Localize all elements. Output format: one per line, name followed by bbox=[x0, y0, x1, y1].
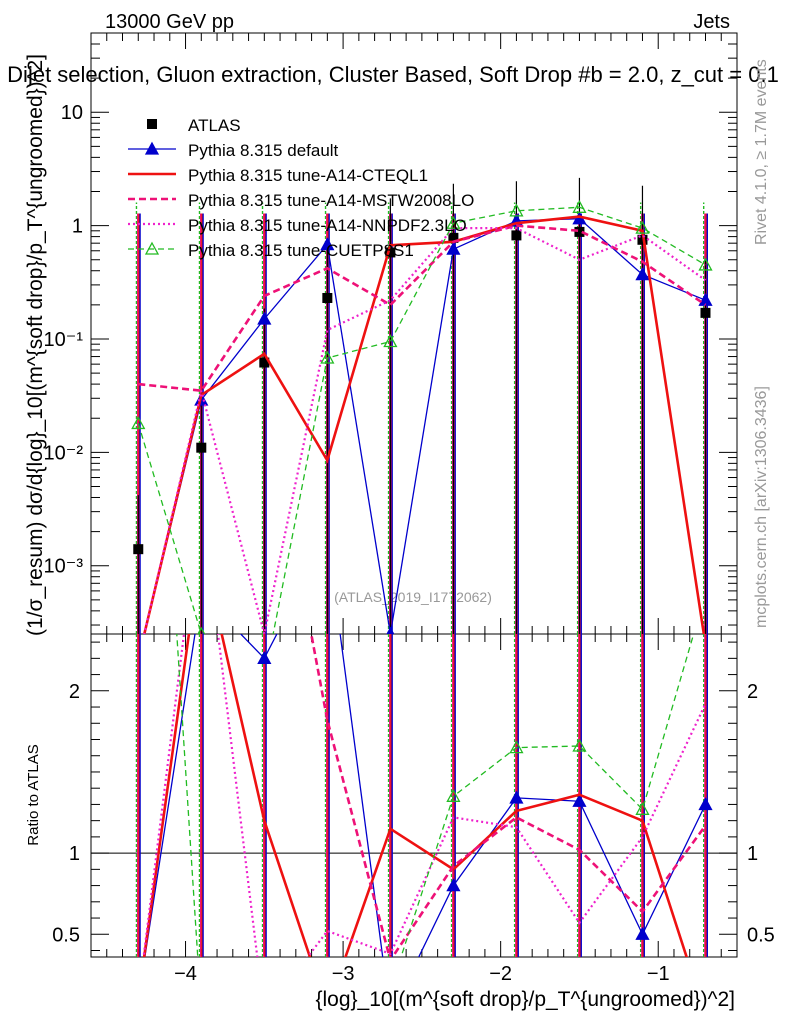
legend-label-pythia-8-315-tune-a14-mstw2008lo: Pythia 8.315 tune-A14-MSTW2008LO bbox=[188, 191, 474, 210]
ratio-panel-frame bbox=[90, 633, 738, 958]
atlas-data-point bbox=[259, 357, 270, 368]
marker-pythia-8-315-default bbox=[635, 267, 650, 281]
marker-pythia-8-315-default bbox=[446, 241, 461, 255]
x-tick-label: −2 bbox=[489, 963, 512, 985]
ratio-marker-pythia-8-315-tune-cuetp8s1 bbox=[572, 738, 587, 752]
x-tick-label: −3 bbox=[332, 963, 355, 985]
ratio-marker-pythia-8-315-default bbox=[446, 878, 461, 892]
ratio-marker-pythia-8-315-tune-cuetp8s1 bbox=[446, 788, 461, 802]
marker-pythia-8-315-tune-cuetp8s1 bbox=[698, 257, 713, 271]
main-series bbox=[131, 177, 713, 634]
atlas-data-point bbox=[322, 292, 333, 303]
ratio-line-pythia-8-315-default bbox=[144, 634, 707, 957]
ratio-line-pythia-8-315-tune-cuetp8s1 bbox=[176, 634, 695, 957]
ratio-marker-pythia-8-315-default bbox=[698, 797, 713, 811]
y-tick-label-ratio-right: 0.5 bbox=[747, 924, 775, 946]
rivet-label: Rivet 4.1.0, ≥ 1.7M events bbox=[753, 59, 770, 245]
legend-label-pythia-8-315-default: Pythia 8.315 default bbox=[188, 141, 339, 160]
ratio-marker-pythia-8-315-tune-cuetp8s1 bbox=[635, 801, 650, 815]
marker-pythia-8-315-default bbox=[320, 237, 335, 251]
series-line-pythia-8-315-tune-cuetp8s1 bbox=[137, 206, 706, 634]
series-line-pythia-8-315-tune-a14-nnpdf2-3lo bbox=[143, 227, 707, 634]
plot-title: Dijet selection, Gluon extraction, Clust… bbox=[7, 62, 779, 87]
ratio-marker-pythia-8-315-default bbox=[635, 926, 650, 940]
legend-marker-pythia-8-315-default bbox=[144, 141, 160, 155]
legend-marker-atlas bbox=[147, 119, 157, 129]
series-line-pythia-8-315-tune-a14-mstw2008lo bbox=[138, 224, 707, 393]
marker-pythia-8-315-tune-cuetp8s1 bbox=[446, 215, 461, 229]
marker-pythia-8-315-default bbox=[698, 292, 713, 306]
y-axis-label-ratio: Ratio to ATLAS bbox=[25, 744, 42, 845]
legend-marker-pythia-8-315-tune-cuetp8s1 bbox=[144, 241, 160, 255]
marker-pythia-8-315-default bbox=[386, 626, 395, 634]
ratio-line-pythia-8-315-tune-a14-mstw2008lo bbox=[309, 634, 707, 957]
ratio-series bbox=[132, 634, 713, 1020]
atlas-data-point bbox=[448, 232, 459, 243]
mcplots-label: mcplots.cern.ch [arXiv:1306.3436] bbox=[753, 386, 770, 628]
marker-pythia-8-315-tune-cuetp8s1 bbox=[383, 334, 398, 348]
y-tick-label-main: 10⁻³ bbox=[44, 556, 84, 578]
ratio-line-pythia-8-315-tune-a14-nnpdf2-3lo bbox=[142, 634, 707, 957]
legend-label-pythia-8-315-tune-a14-cteql1: Pythia 8.315 tune-A14-CTEQL1 bbox=[188, 166, 428, 185]
tick-labels: −4 −3 −2 −1 10⁻³ 10⁻² 10⁻¹ 1 10 0.5 0.5 1 1 2 2 bbox=[44, 102, 775, 985]
ratio-marker-pythia-8-315-default bbox=[384, 1009, 396, 1020]
y-tick-label-main: 1 bbox=[72, 216, 83, 238]
ratio-marker-pythia-8-315-tune-cuetp8s1 bbox=[258, 1009, 270, 1020]
y-tick-label-ratio-right: 1 bbox=[747, 843, 758, 865]
analysis-id-label: (ATLAS_2019_I1772062) bbox=[334, 589, 492, 605]
atlas-data-point bbox=[511, 230, 522, 241]
ratio-marker-pythia-8-315-default bbox=[572, 793, 587, 807]
ratio-marker-pythia-8-315-tune-cuetp8s1 bbox=[509, 740, 524, 754]
x-tick-label: −1 bbox=[647, 963, 670, 985]
y-tick-label-main: 10⁻¹ bbox=[44, 329, 84, 351]
ratio-marker-pythia-8-315-default bbox=[132, 993, 144, 1004]
series-line-pythia-8-315-tune-a14-cteql1 bbox=[142, 215, 706, 634]
y-tick-label-ratio-right: 2 bbox=[747, 681, 758, 703]
y-tick-label-main: 10 bbox=[61, 102, 83, 124]
y-tick-label-ratio: 1 bbox=[69, 843, 80, 865]
atlas-data-point bbox=[196, 442, 207, 453]
y-tick-label-ratio: 2 bbox=[69, 681, 80, 703]
atlas-data-point bbox=[133, 544, 144, 555]
atlas-data-point bbox=[700, 307, 711, 318]
legend: ATLAS Pythia 8.315 default Pythia 8.315 tu… bbox=[128, 116, 474, 260]
marker-pythia-8-315-tune-cuetp8s1 bbox=[131, 416, 146, 430]
x-axis-label: {log}_10[(m^{soft drop}/p_T^{ungroomed})… bbox=[315, 988, 735, 1011]
atlas-data-point bbox=[385, 247, 396, 258]
x-tick-label: −4 bbox=[174, 963, 197, 985]
marker-pythia-8-315-tune-cuetp8s1 bbox=[572, 199, 587, 213]
energy-label: 13000 GeV pp bbox=[105, 11, 234, 33]
legend-label-pythia-8-315-tune-cuetp8s1: Pythia 8.315 tune-CUETP8S1 bbox=[188, 241, 414, 260]
atlas-data-point bbox=[574, 226, 585, 237]
marker-pythia-8-315-tune-cuetp8s1 bbox=[320, 350, 335, 364]
atlas-data-point bbox=[637, 234, 648, 245]
marker-pythia-8-315-default bbox=[257, 311, 272, 325]
marker-pythia-8-315-tune-cuetp8s1 bbox=[197, 626, 206, 634]
legend-label-pythia-8-315-tune-a14-nnpdf2-3lo: Pythia 8.315 tune-A14-NNPDF2.3LO bbox=[188, 216, 467, 235]
y-tick-label-ratio: 0.5 bbox=[52, 924, 80, 946]
ratio-line-pythia-8-315-tune-a14-cteql1 bbox=[142, 634, 688, 957]
y-tick-label-main: 10⁻² bbox=[44, 442, 84, 464]
plot-title-text: Dijet selection, Gluon extraction, Clust… bbox=[7, 62, 779, 87]
legend-label-atlas: ATLAS bbox=[188, 116, 241, 135]
ratio-marker-pythia-8-315-default bbox=[257, 650, 272, 664]
ratio-marker-pythia-8-315-default bbox=[509, 790, 524, 804]
process-label: Jets bbox=[693, 11, 730, 33]
y-axis-label-main: (1/σ_resum) dσ/d{log}_10[(m^{soft drop}/… bbox=[24, 54, 47, 636]
marker-pythia-8-315-tune-cuetp8s1 bbox=[509, 203, 524, 217]
ratio-marker-pythia-8-315-tune-cuetp8s1 bbox=[195, 1006, 207, 1017]
marker-pythia-8-315-tune-cuetp8s1 bbox=[635, 220, 650, 234]
